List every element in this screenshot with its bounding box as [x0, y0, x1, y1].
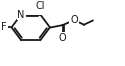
- Text: N: N: [18, 10, 25, 20]
- Text: O: O: [59, 33, 66, 43]
- Text: O: O: [70, 15, 78, 25]
- Text: Cl: Cl: [36, 1, 45, 11]
- Text: F: F: [1, 22, 7, 32]
